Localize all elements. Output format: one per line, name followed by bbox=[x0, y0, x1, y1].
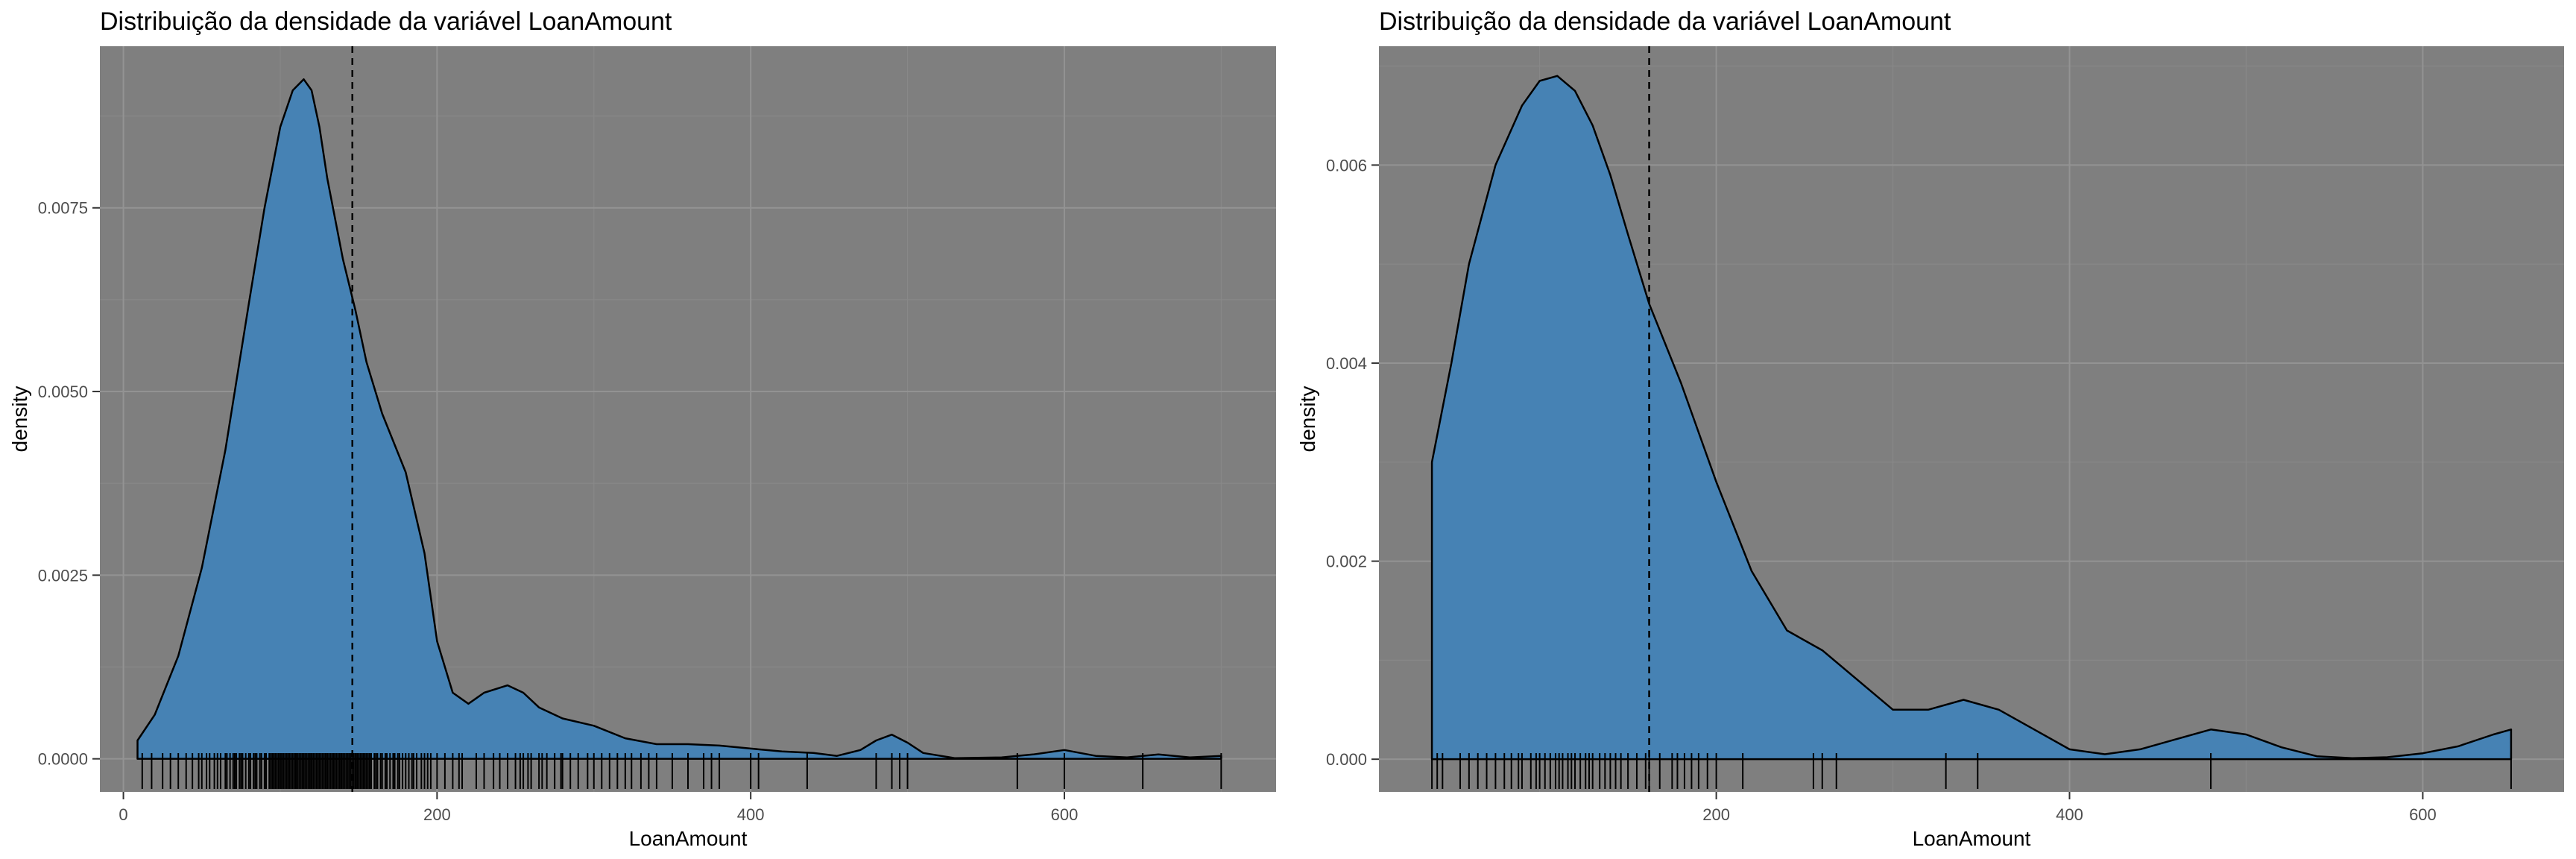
y-axis-title: density bbox=[1296, 386, 1319, 453]
chart-title: Distribuição da densidade da variável Lo… bbox=[100, 7, 672, 36]
y-tick-label: 0.000 bbox=[1326, 750, 1367, 769]
y-tick-label: 0.002 bbox=[1326, 553, 1367, 571]
y-axis-title: density bbox=[8, 386, 31, 453]
y-tick-label: 0.0050 bbox=[38, 383, 88, 401]
density-chart-left: 0 200 400 600 0.0000 0.0025 0.0050 0.0075 Distri… bbox=[8, 7, 1276, 850]
x-tick-label: 400 bbox=[2056, 805, 2083, 824]
x-axis-title: LoanAmount bbox=[1913, 827, 2031, 850]
chart-title: Distribuição da densidade da variável Lo… bbox=[1379, 7, 1951, 36]
x-tick-label: 600 bbox=[1051, 805, 1079, 824]
y-tick-label: 0.0000 bbox=[38, 750, 88, 769]
x-tick-label: 0 bbox=[119, 805, 127, 824]
x-tick-label: 600 bbox=[2409, 805, 2437, 824]
y-tick-label: 0.0025 bbox=[38, 566, 88, 585]
x-axis-title: LoanAmount bbox=[629, 827, 748, 850]
density-panel-right: 200 400 600 0.000 0.002 0.004 0.006 Distribuiçã… bbox=[1288, 0, 2576, 859]
y-tick-label: 0.004 bbox=[1326, 354, 1367, 373]
x-tick-label: 400 bbox=[737, 805, 765, 824]
density-panel-left: 0 200 400 600 0.0000 0.0025 0.0050 0.0075 Distri… bbox=[8, 7, 1276, 850]
y-tick-label: 0.0075 bbox=[38, 199, 88, 218]
density-area bbox=[1430, 75, 2513, 761]
y-tick-label: 0.006 bbox=[1326, 156, 1367, 174]
density-chart-right: 200 400 600 0.000 0.002 0.004 0.006 Distribuiçã… bbox=[1296, 7, 2564, 850]
x-tick-label: 200 bbox=[1702, 805, 1730, 824]
density-area bbox=[136, 78, 1222, 760]
x-tick-label: 200 bbox=[423, 805, 451, 824]
